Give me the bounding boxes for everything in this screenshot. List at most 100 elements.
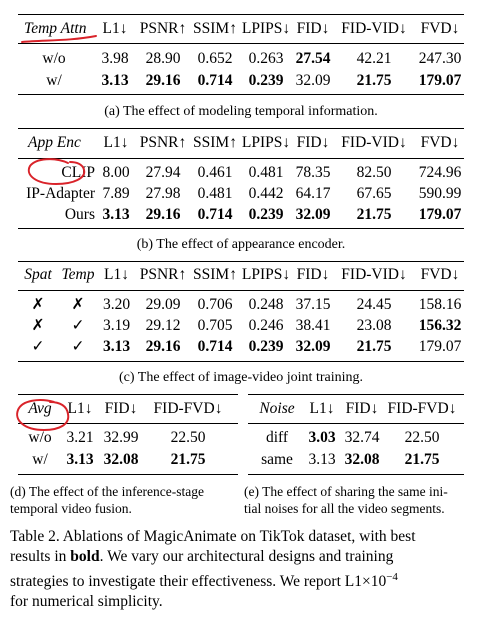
table-cell: 27.98 [145,185,181,202]
table-row: ✓ ✓ 3.13 29.16 0.714 0.239 32.09 21.75 1… [0,336,482,358]
table-cell: 21.75 [404,451,440,468]
row-label: IP-Adapter [26,185,95,202]
table-cell: 3.20 [102,296,131,313]
table-cell: 38.41 [295,317,331,334]
header-cell: App Enc [28,134,81,151]
header-cell: SSIM↑ [193,20,237,37]
header-cell: PSNR↑ [139,266,187,283]
caption-bold-word: bold [70,548,100,565]
header-cell: FID↓ [104,400,138,417]
caption-text: for numerical simplicity. [10,593,163,611]
bottom-rule [248,474,464,475]
header-cell: PSNR↑ [139,20,187,37]
bottom-rule [18,361,464,362]
table-cell: 64.17 [295,185,331,202]
table-cell: 32.09 [295,338,331,355]
table-cell: 8.00 [102,164,130,181]
subtable-caption: (b) The effect of appearance encoder. [136,237,346,252]
table-cell: 42.21 [356,50,392,67]
header-cell: FID-FVD↓ [153,400,223,417]
header-cell: L1↓ [104,266,129,283]
temp-mark: ✓ [71,317,85,334]
table-cell: 724.96 [418,164,462,181]
table-cell: 32.08 [344,451,380,468]
table-cell: 21.75 [356,72,392,89]
caption-line: results in bold. We vary our architectur… [10,547,472,567]
header-cell: PSNR↑ [139,134,187,151]
table-row: same 3.13 32.08 21.75 [0,449,482,471]
caption-line: Table 2. Ablations of MagicAnimate on Ti… [10,527,472,547]
header-cell: FID-FVD↓ [387,400,457,417]
table-cell: 32.08 [103,451,139,468]
table-row: Ours 3.13 29.16 0.714 0.239 32.09 21.75 … [0,204,482,226]
table-row: CLIP 8.00 27.94 0.461 0.481 78.35 82.50 … [0,162,482,184]
header-cell: FID-VID↓ [341,266,407,283]
table-cell: 29.16 [145,72,181,89]
table-cell: 0.706 [197,296,233,313]
header-cell: LPIPS↓ [241,20,291,37]
table-cell: 247.30 [418,50,462,67]
temp-mark: ✗ [71,296,85,313]
subtable-caption: (c) The effect of image-video joint trai… [118,370,363,385]
caption-line: (d) The effect of the inference-stage [10,484,205,499]
table-cell: 3.13 [308,451,336,468]
table-row: w/o 3.98 28.90 0.652 0.263 27.54 42.21 2… [0,48,482,70]
header-cell: FID↓ [296,20,330,37]
header-cell: Temp Attn [24,20,87,37]
header-cell: FID-VID↓ [341,20,407,37]
table-cell: 21.75 [356,206,392,223]
table-cell: 0.246 [248,317,284,334]
header-cell: SSIM↑ [193,134,237,151]
subtable-caption: (d) The effect of the inference-stage te… [10,483,242,517]
row-label: w/ [46,72,62,89]
header-cell: L1↓ [67,400,93,417]
table-cell: 3.21 [66,429,94,446]
row-label: diff [265,429,289,446]
table-cell: 29.09 [145,296,181,313]
table-cell: 590.99 [418,185,462,202]
header-cell: LPIPS↓ [241,134,291,151]
caption-text: . We vary our architectural designs and … [99,548,394,565]
table-cell: 29.16 [145,206,181,223]
table-cell: 78.35 [295,164,331,181]
table-caption: Table 2. Ablations of MagicAnimate on Ti… [10,527,472,612]
table-cell: 0.239 [248,206,284,223]
table-row: IP-Adapter 7.89 27.98 0.481 0.442 64.17 … [0,183,482,205]
table-row: ✗ ✓ 3.19 29.12 0.705 0.246 38.41 23.08 1… [0,315,482,337]
header-cell: Spat [24,266,52,283]
header-cell: L1↓ [102,20,128,37]
table-cell: 0.442 [248,185,284,202]
header-cell: FVD↓ [420,134,460,151]
subtable-caption: (e) The effect of sharing the same ini- … [244,483,480,517]
table-cell: 0.652 [197,50,233,67]
caption-text: Table 2. Ablations of MagicAnimate on Ti… [10,528,416,545]
table-cell: 158.16 [418,296,462,313]
header-cell: FVD↓ [420,20,460,37]
header-cell: Temp [61,266,95,283]
table-cell: 22.50 [170,429,206,446]
table-cell: 27.94 [145,164,181,181]
caption-line: (e) The effect of sharing the same ini- [244,484,448,499]
table-cell: 3.13 [102,206,130,223]
caption-line: tial noises for all the video segments. [244,501,445,516]
subtable-caption: (a) The effect of modeling temporal info… [104,104,378,119]
caption-line: temporal video fusion. [10,501,132,516]
table-cell: 27.54 [295,50,331,67]
row-label: CLIP [61,164,95,181]
header-cell: FVD↓ [420,266,460,283]
bottom-rule [18,474,238,475]
caption-line: for numerical simplicity. [10,592,472,612]
header-cell: FID↓ [296,134,330,151]
header-cell: L1↓ [309,400,335,417]
mid-rule [18,158,464,159]
mid-rule [18,290,464,291]
temp-mark: ✓ [71,338,85,355]
table-cell: 32.09 [295,72,331,89]
table-cell: 0.239 [248,72,284,89]
table-cell: 28.90 [145,50,181,67]
mid-rule [18,43,464,44]
table-cell: 29.16 [145,338,181,355]
header-row: Noise L1↓ FID↓ FID-FVD↓ [0,398,482,420]
caption-text: results in [10,548,71,565]
table-cell: 0.263 [248,50,284,67]
